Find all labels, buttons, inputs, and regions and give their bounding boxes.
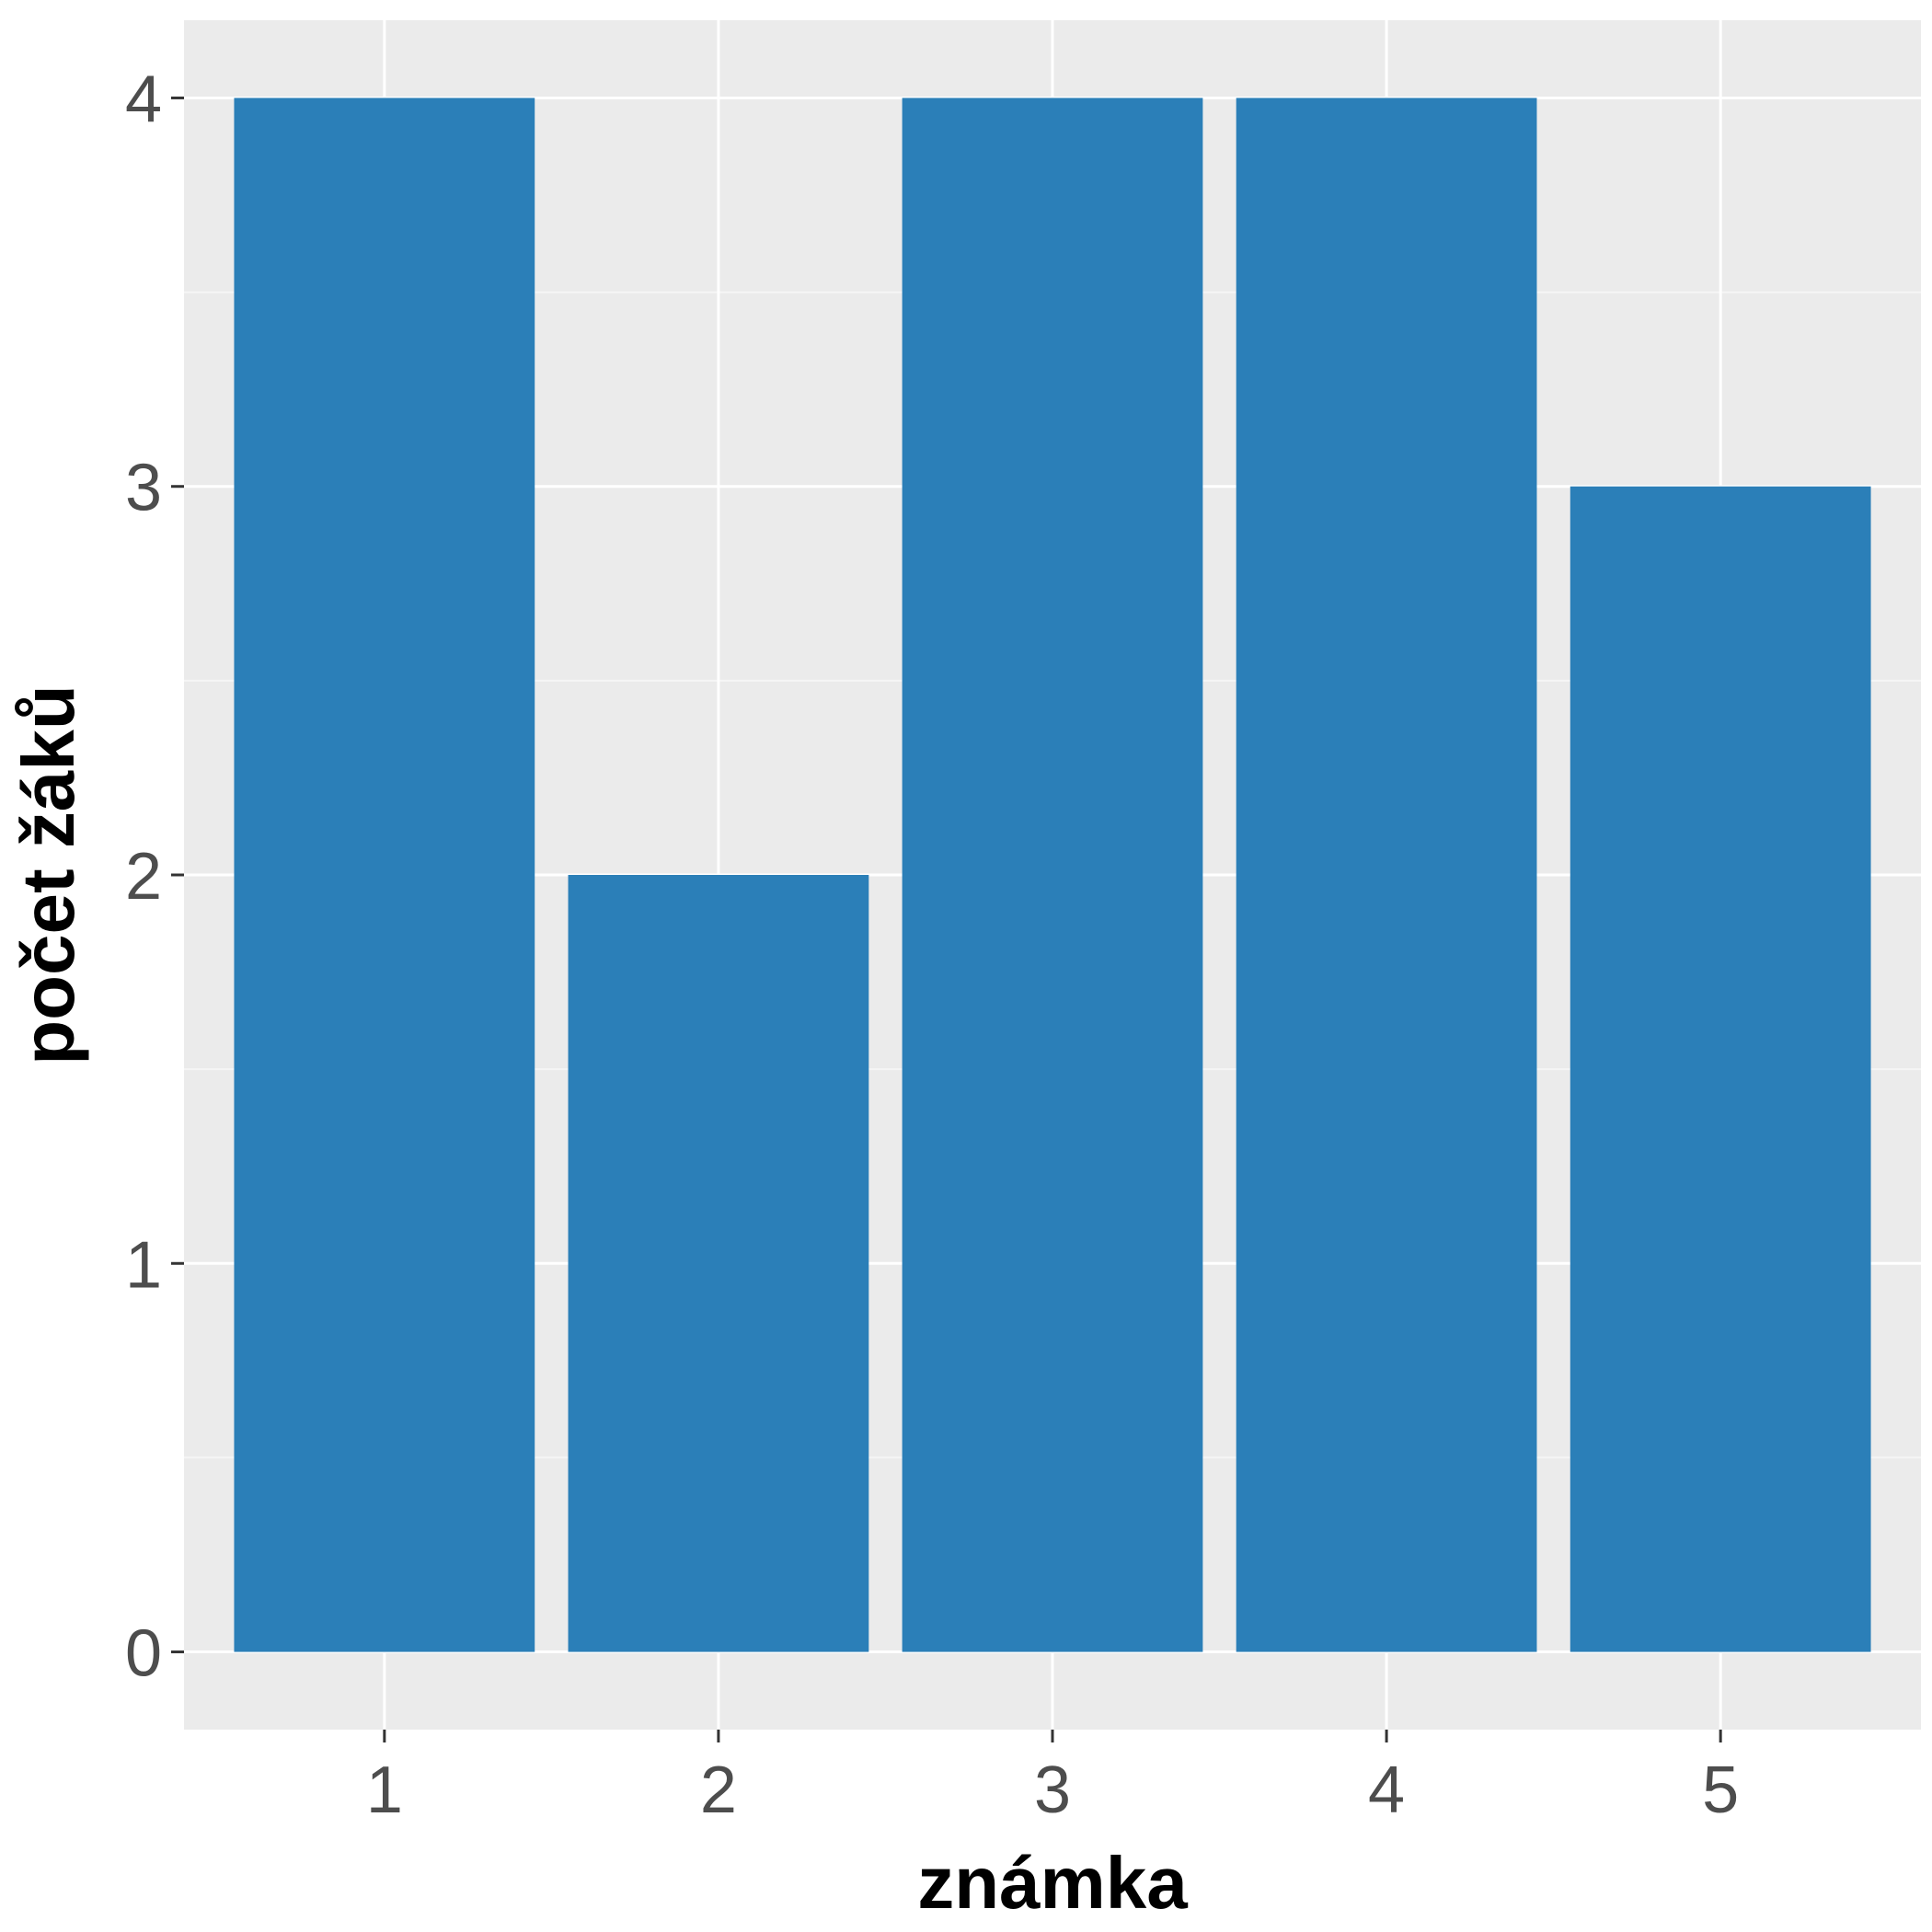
bars bbox=[234, 98, 1871, 1652]
x-axis-title: známka bbox=[917, 1842, 1188, 1924]
y-tick-label: 3 bbox=[125, 452, 162, 525]
y-tick-label: 2 bbox=[125, 840, 162, 914]
x-axis-ticks: 1 2 3 4 5 bbox=[366, 1730, 1739, 1827]
x-tick-label: 2 bbox=[700, 1754, 737, 1827]
y-tick-label: 1 bbox=[125, 1228, 162, 1302]
bar-2 bbox=[568, 875, 869, 1652]
y-axis-title: počet žáků bbox=[7, 684, 89, 1064]
y-axis-ticks: 0 1 2 3 4 bbox=[125, 63, 184, 1691]
y-tick-label: 0 bbox=[125, 1617, 162, 1691]
x-tick-label: 4 bbox=[1368, 1754, 1405, 1827]
bar-5 bbox=[1570, 486, 1871, 1652]
x-tick-label: 1 bbox=[366, 1754, 403, 1827]
y-tick-label: 4 bbox=[125, 63, 162, 136]
x-tick-label: 3 bbox=[1034, 1754, 1071, 1827]
x-tick-label: 5 bbox=[1702, 1754, 1739, 1827]
bar-3 bbox=[902, 98, 1203, 1652]
bar-1 bbox=[234, 98, 535, 1652]
bar-4 bbox=[1236, 98, 1537, 1652]
